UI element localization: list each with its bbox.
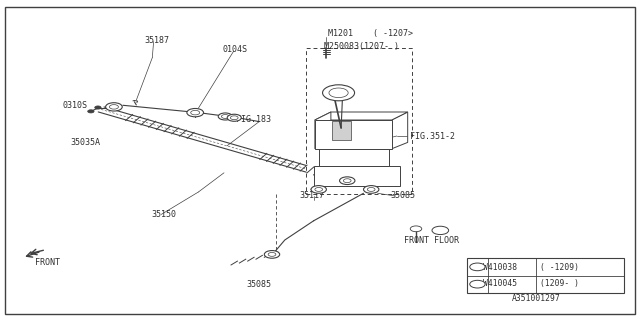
Bar: [319, 149, 389, 166]
Circle shape: [432, 226, 449, 235]
Text: FRONT FLOOR: FRONT FLOOR: [404, 236, 460, 245]
Text: FIG.183: FIG.183: [236, 115, 271, 124]
Circle shape: [106, 103, 122, 111]
Circle shape: [109, 105, 118, 109]
Text: 35035A: 35035A: [70, 138, 100, 147]
Bar: [306, 48, 412, 194]
Circle shape: [187, 108, 204, 117]
Circle shape: [227, 114, 241, 121]
Circle shape: [410, 226, 422, 232]
Text: FRONT: FRONT: [35, 258, 60, 267]
Polygon shape: [392, 112, 408, 149]
Circle shape: [268, 252, 276, 256]
Text: 1: 1: [476, 281, 479, 287]
Circle shape: [230, 116, 238, 120]
Circle shape: [88, 110, 94, 113]
Circle shape: [315, 188, 323, 191]
Text: 35085: 35085: [390, 191, 415, 200]
Text: 35150: 35150: [152, 210, 177, 219]
Circle shape: [311, 186, 326, 193]
Circle shape: [470, 263, 485, 271]
Circle shape: [323, 85, 355, 101]
Text: W410038: W410038: [483, 263, 516, 272]
Text: 1: 1: [476, 264, 479, 270]
Text: M1201    ( -1207>: M1201 ( -1207>: [328, 29, 413, 38]
Text: 0104S: 0104S: [223, 45, 248, 54]
Circle shape: [340, 177, 355, 185]
Circle shape: [218, 113, 232, 120]
Bar: [314, 166, 400, 186]
Polygon shape: [315, 112, 331, 149]
Circle shape: [264, 251, 280, 258]
Polygon shape: [315, 112, 408, 120]
Text: 35085: 35085: [246, 280, 271, 289]
Text: W410045: W410045: [483, 279, 516, 288]
Bar: [467, 258, 624, 293]
Text: (1209- ): (1209- ): [540, 279, 579, 288]
Circle shape: [344, 179, 351, 183]
Text: 0310S: 0310S: [63, 101, 88, 110]
Bar: [332, 121, 351, 140]
Bar: [315, 120, 392, 149]
Text: 35187: 35187: [144, 36, 169, 44]
Circle shape: [329, 88, 348, 98]
Text: FIG.351-2: FIG.351-2: [410, 132, 454, 140]
Text: 1: 1: [438, 228, 442, 233]
Circle shape: [364, 186, 379, 193]
Circle shape: [221, 115, 229, 118]
Text: A351001297: A351001297: [512, 294, 561, 303]
Circle shape: [367, 188, 375, 191]
Text: M250083(1207- ): M250083(1207- ): [324, 42, 399, 51]
Circle shape: [470, 280, 485, 288]
Circle shape: [95, 106, 101, 109]
Text: 35117: 35117: [300, 191, 324, 200]
Circle shape: [191, 110, 200, 115]
Text: ( -1209): ( -1209): [540, 263, 579, 272]
